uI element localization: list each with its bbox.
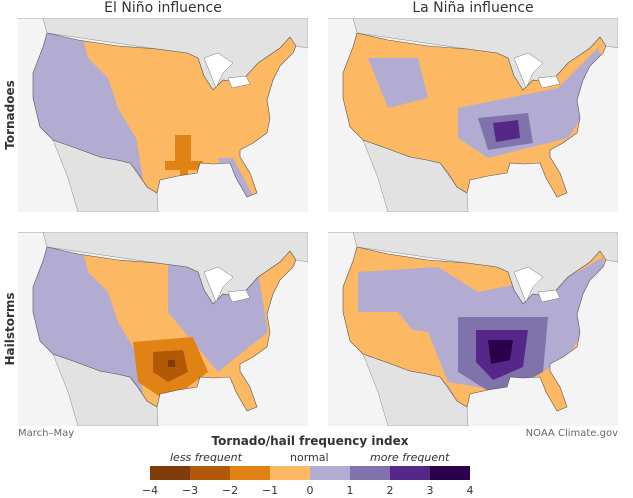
legend-less-label: less frequent (170, 451, 242, 464)
legend-swatch (430, 466, 470, 480)
legend-swatch (310, 466, 350, 480)
us-map (328, 18, 618, 212)
index-region (488, 340, 513, 364)
great-lakes (513, 52, 561, 89)
legend-swatch (190, 466, 230, 480)
legend-tick: −3 (181, 484, 199, 497)
legend-swatch (150, 466, 190, 480)
map-el-nino-hailstorms (18, 232, 308, 426)
legend-swatch (390, 466, 430, 480)
legend-tick: −4 (141, 484, 159, 497)
legend-tick: 1 (346, 484, 354, 497)
legend-more-label: more frequent (370, 451, 450, 464)
us-map (18, 18, 308, 212)
index-region (348, 312, 438, 362)
legend-swatch (350, 466, 390, 480)
map-el-nino-tornadoes (18, 18, 308, 212)
legend-swatch (270, 466, 310, 480)
legend-tick: −2 (221, 484, 239, 497)
index-region (368, 58, 428, 108)
index-region (493, 120, 520, 142)
column-title-el-nino: El Niño influence (104, 0, 222, 16)
row-label-tornadoes: Tornadoes (3, 80, 17, 150)
map-la-nina-tornadoes (328, 18, 618, 212)
conus-outline (32, 32, 297, 198)
legend-tick: 0 (306, 484, 314, 497)
map-la-nina-hailstorms (328, 232, 618, 426)
conus-outline (342, 246, 607, 412)
legend-tick: −1 (261, 484, 279, 497)
conus-outline (342, 32, 607, 198)
legend-title: Tornado/hail frequency index (211, 434, 409, 448)
legend-tick: 3 (426, 484, 434, 497)
legend-swatch (230, 466, 270, 480)
legend-normal-label: normal (290, 451, 329, 464)
legend-tick: 4 (466, 484, 474, 497)
great-lakes (513, 266, 561, 303)
credit-label: NOAA Climate.gov (525, 428, 618, 439)
column-title-la-nina: La Niña influence (412, 0, 534, 16)
season-label: March–May (18, 428, 75, 439)
great-lakes (203, 52, 251, 89)
us-map (328, 232, 618, 426)
legend-color-bar (150, 466, 470, 480)
legend-tick: 2 (386, 484, 394, 497)
index-region (168, 360, 175, 367)
index-region (165, 135, 203, 178)
conus-outline (32, 246, 297, 412)
us-map (18, 232, 308, 426)
row-label-hailstorms: Hailstorms (3, 292, 17, 366)
great-lakes (203, 266, 251, 303)
